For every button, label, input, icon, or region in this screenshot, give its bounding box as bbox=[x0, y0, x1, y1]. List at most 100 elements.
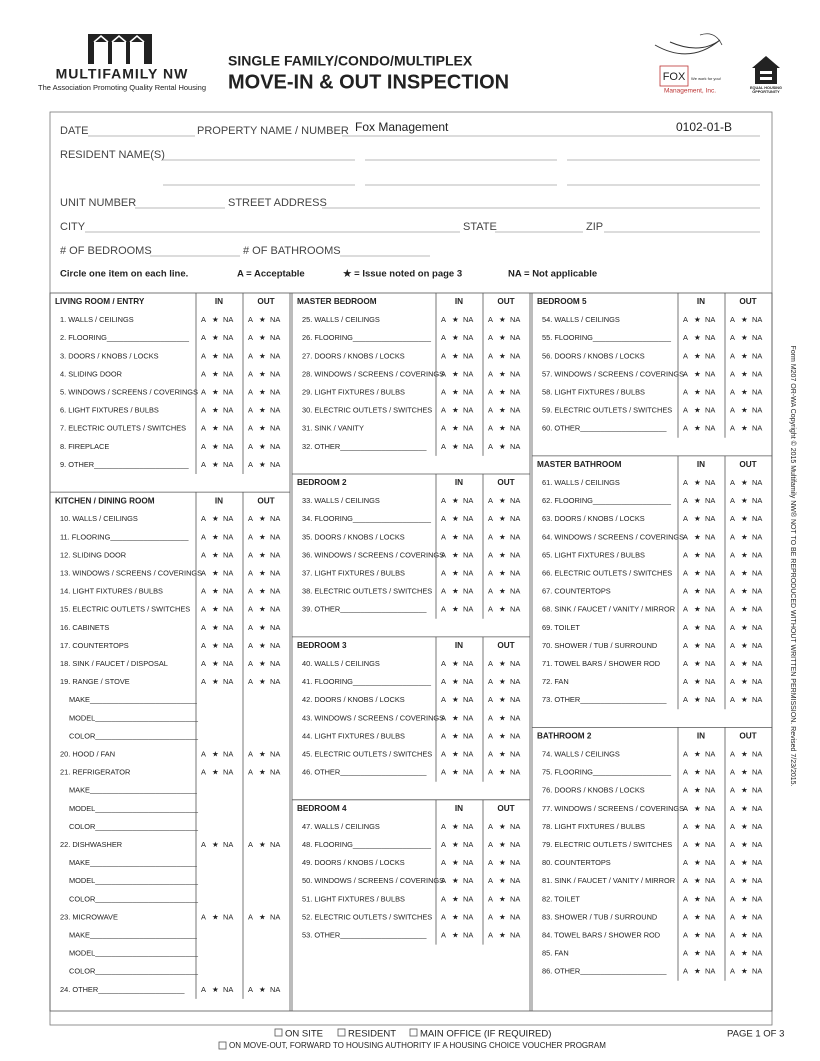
choice: A bbox=[441, 496, 446, 505]
choice: NA bbox=[510, 387, 520, 396]
choice: A bbox=[201, 424, 206, 433]
item-detail: MAKE__________________________ bbox=[69, 930, 198, 939]
choice: A bbox=[683, 894, 688, 903]
choice: A bbox=[683, 840, 688, 849]
choice: NA bbox=[223, 768, 233, 777]
choice: NA bbox=[463, 768, 473, 777]
item-label: 72. FAN bbox=[542, 677, 569, 686]
choice: NA bbox=[705, 894, 715, 903]
choice: NA bbox=[752, 786, 762, 795]
choice: ★ bbox=[499, 858, 506, 867]
choice: A bbox=[201, 641, 206, 650]
choice: ★ bbox=[212, 623, 219, 632]
choice: A bbox=[441, 858, 446, 867]
choice: ★ bbox=[694, 659, 701, 668]
item-label: 22. DISHWASHER bbox=[60, 840, 122, 849]
choice: NA bbox=[752, 677, 762, 686]
choice: NA bbox=[705, 659, 715, 668]
choice: NA bbox=[223, 406, 233, 415]
in-header: IN bbox=[697, 297, 705, 306]
choice: NA bbox=[223, 514, 233, 523]
choice: NA bbox=[752, 912, 762, 921]
in-header: IN bbox=[455, 641, 463, 650]
choice: A bbox=[488, 333, 493, 342]
choice: ★ bbox=[694, 623, 701, 632]
choice: A bbox=[441, 876, 446, 885]
eho-line1: EQUAL HOUSING bbox=[750, 86, 782, 90]
choice: NA bbox=[270, 460, 280, 469]
choice: NA bbox=[752, 768, 762, 777]
field-label: RESIDENT NAME(S) bbox=[60, 149, 165, 161]
choice: NA bbox=[270, 605, 280, 614]
choice: A bbox=[488, 749, 493, 758]
choice: A bbox=[683, 605, 688, 614]
choice: NA bbox=[705, 351, 715, 360]
choice: ★ bbox=[499, 912, 506, 921]
choice: A bbox=[441, 333, 446, 342]
choice: ★ bbox=[741, 749, 748, 758]
choice: ★ bbox=[259, 351, 266, 360]
choice: NA bbox=[705, 550, 715, 559]
choice: NA bbox=[270, 406, 280, 415]
field-label: STATE bbox=[463, 221, 497, 233]
choice: A bbox=[248, 406, 253, 415]
footer-option: ON SITE bbox=[285, 1029, 323, 1040]
choice: A bbox=[488, 695, 493, 704]
field-label: # OF BATHROOMS bbox=[243, 245, 341, 257]
choice: A bbox=[683, 930, 688, 939]
choice: A bbox=[201, 912, 206, 921]
choice: A bbox=[683, 804, 688, 813]
choice: ★ bbox=[499, 424, 506, 433]
section-title: BEDROOM 5 bbox=[537, 297, 587, 306]
choice: ★ bbox=[259, 912, 266, 921]
item-detail: COLOR_________________________ bbox=[69, 822, 199, 831]
choice: ★ bbox=[452, 424, 459, 433]
choice: ★ bbox=[259, 333, 266, 342]
choice: ★ bbox=[259, 315, 266, 324]
choice: NA bbox=[463, 695, 473, 704]
choice: A bbox=[683, 550, 688, 559]
legend-item: A = Acceptable bbox=[237, 269, 305, 280]
choice: A bbox=[441, 550, 446, 559]
multifamily-logo bbox=[88, 34, 152, 64]
choice: ★ bbox=[499, 333, 506, 342]
choice: NA bbox=[463, 333, 473, 342]
item-label: 7. ELECTRIC OUTLETS / SWITCHES bbox=[60, 424, 186, 433]
choice: ★ bbox=[741, 822, 748, 831]
footer-option: MAIN OFFICE (IF REQUIRED) bbox=[420, 1029, 551, 1040]
choice: NA bbox=[752, 641, 762, 650]
choice: NA bbox=[270, 768, 280, 777]
choice: NA bbox=[705, 930, 715, 939]
choice: A bbox=[248, 333, 253, 342]
choice: NA bbox=[223, 550, 233, 559]
choice: A bbox=[488, 369, 493, 378]
choice: ★ bbox=[741, 623, 748, 632]
choice: ★ bbox=[452, 768, 459, 777]
choice: NA bbox=[752, 605, 762, 614]
choice: NA bbox=[510, 369, 520, 378]
item-label: 76. DOORS / KNOBS / LOCKS bbox=[542, 786, 645, 795]
choice: NA bbox=[705, 749, 715, 758]
choice: A bbox=[488, 822, 493, 831]
choice: A bbox=[248, 623, 253, 632]
item-label: 73. OTHER_____________________ bbox=[542, 695, 667, 704]
choice: NA bbox=[270, 840, 280, 849]
item-label: 64. WINDOWS / SCREENS / COVERINGS bbox=[542, 532, 684, 541]
choice: ★ bbox=[499, 731, 506, 740]
choice: A bbox=[201, 369, 206, 378]
item-label: 13. WINDOWS / SCREENS / COVERINGS bbox=[60, 568, 202, 577]
choice: NA bbox=[510, 351, 520, 360]
choice: A bbox=[201, 768, 206, 777]
choice: ★ bbox=[259, 605, 266, 614]
choice: NA bbox=[510, 568, 520, 577]
field-label: STREET ADDRESS bbox=[228, 197, 327, 209]
in-header: IN bbox=[455, 297, 463, 306]
choice: ★ bbox=[741, 949, 748, 958]
choice: NA bbox=[705, 804, 715, 813]
item-label: 29. LIGHT FIXTURES / BULBS bbox=[302, 387, 405, 396]
choice: NA bbox=[510, 695, 520, 704]
field-label: DATE bbox=[60, 125, 89, 137]
choice: ★ bbox=[694, 786, 701, 795]
item-label: 52. ELECTRIC OUTLETS / SWITCHES bbox=[302, 912, 432, 921]
choice: NA bbox=[752, 333, 762, 342]
